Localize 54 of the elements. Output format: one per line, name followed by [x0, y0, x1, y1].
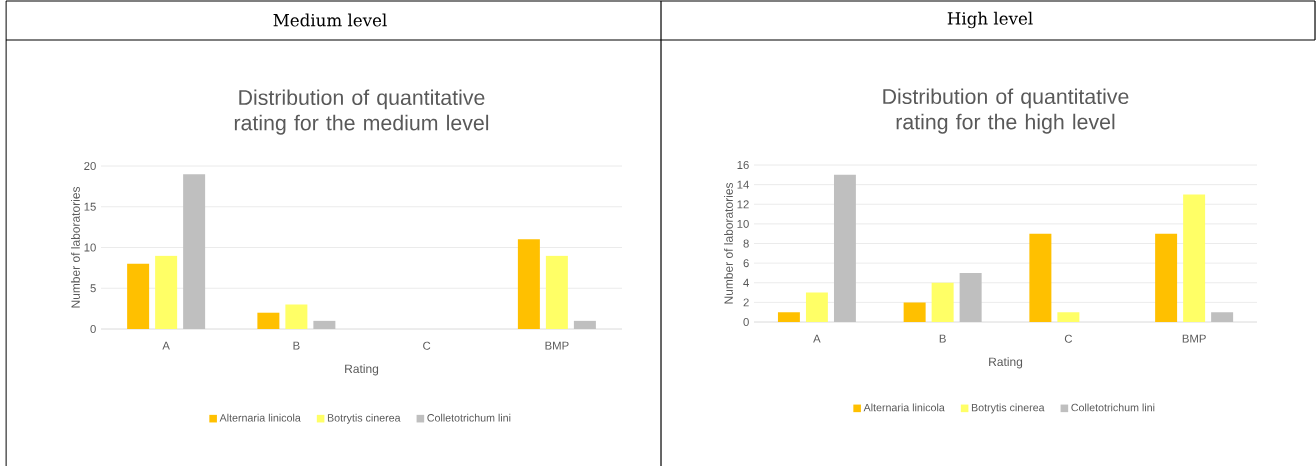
x-tick-label: B — [939, 334, 946, 343]
y-tick-label: 8 — [743, 239, 749, 248]
bar — [959, 273, 982, 323]
bar — [183, 174, 206, 330]
x-tick-label: C — [423, 341, 431, 350]
x-tick-label: BMP — [1182, 334, 1206, 343]
bar — [777, 312, 800, 323]
bar — [1029, 233, 1052, 323]
bar — [833, 175, 856, 323]
bar — [1211, 312, 1234, 323]
y-tick-label: 0 — [743, 318, 749, 327]
legend-label: Botrytis cinerea — [327, 413, 401, 424]
bar — [805, 292, 828, 323]
y-tick-label: 20 — [84, 162, 96, 171]
y-tick-label: 0 — [90, 325, 96, 334]
x-tick-label: C — [1064, 334, 1073, 343]
legend-label: Alternaria linicola — [863, 403, 945, 412]
y-tick-label: 15 — [84, 203, 96, 211]
y-tick-label: 2 — [743, 298, 749, 307]
y-tick-label: 12 — [737, 200, 749, 209]
y-axis-title: Number of laboratories — [724, 183, 733, 304]
bar — [1057, 312, 1080, 323]
y-tick-label: 10 — [737, 220, 749, 229]
x-tick-label: A — [162, 341, 170, 350]
y-tick-label: 14 — [737, 180, 749, 189]
y-tick-label: 16 — [737, 161, 749, 170]
y-tick-label: 6 — [743, 259, 749, 268]
bar — [903, 302, 926, 323]
y-axis-title: Number of laboratories — [71, 187, 80, 308]
legend-label: Alternaria linicola — [219, 413, 301, 422]
chart-title: Distribution of quantitative rating for the medium level — [234, 89, 489, 135]
y-tick-label: 10 — [84, 243, 96, 252]
bar — [573, 321, 596, 330]
bar — [1183, 194, 1206, 323]
x-axis-title: Rating — [345, 364, 379, 376]
legend-label: Colletotrichum lini — [427, 413, 511, 422]
x-tick-label: BMP — [545, 341, 569, 350]
bar — [545, 255, 568, 330]
y-tick-label: 4 — [743, 279, 749, 287]
bar — [313, 321, 336, 330]
bar — [257, 312, 280, 330]
bar — [127, 264, 150, 330]
x-tick-label: B — [293, 341, 300, 350]
x-tick-label: A — [813, 334, 821, 343]
bar — [931, 282, 954, 323]
legend-label: Botrytis cinerea — [971, 403, 1045, 414]
x-axis-title: Rating — [989, 357, 1023, 369]
chart-title: Distribution of quantitative rating for the high level — [883, 88, 1129, 134]
y-tick-label: 5 — [90, 284, 96, 293]
legend-label: Colletotrichum lini — [1071, 403, 1155, 412]
bar — [155, 255, 178, 330]
bar — [1155, 233, 1178, 323]
bar — [285, 304, 308, 330]
bar — [517, 239, 540, 330]
